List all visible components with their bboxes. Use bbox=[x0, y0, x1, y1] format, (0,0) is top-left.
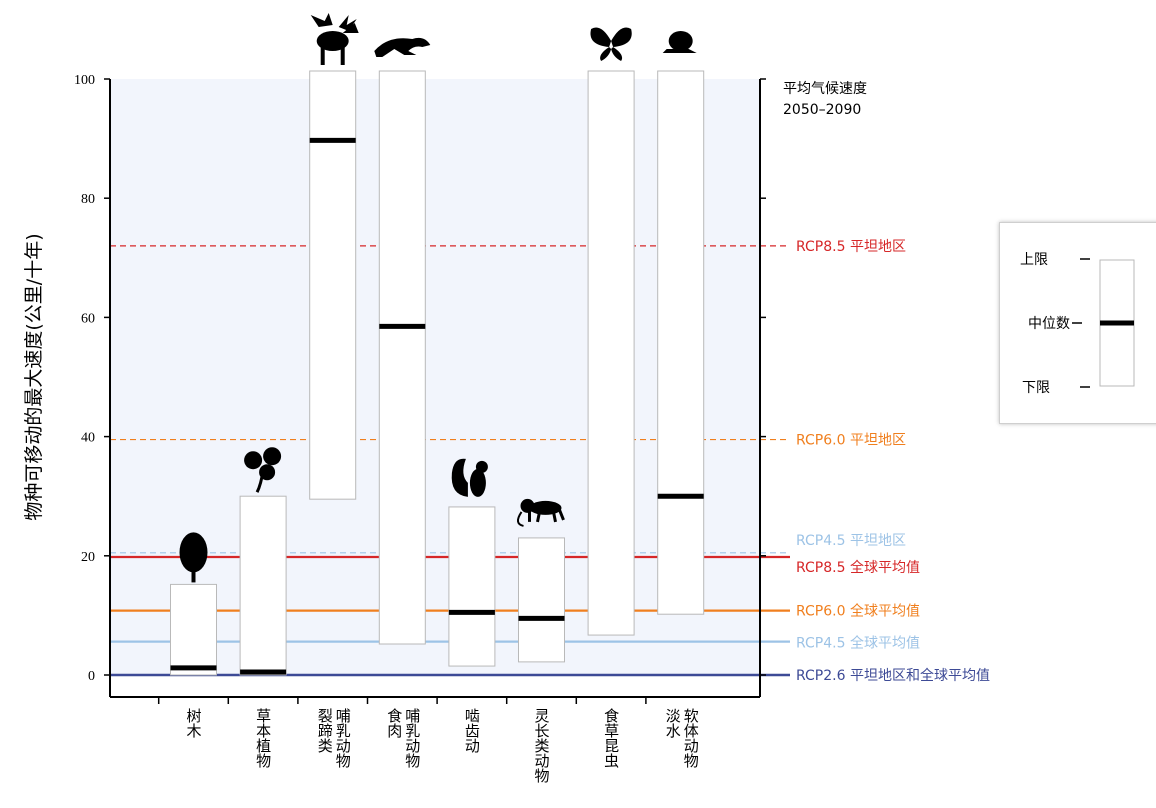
y-tick-label: 60 bbox=[81, 311, 95, 326]
legend-median-label: 中位数 bbox=[1028, 316, 1070, 332]
category-label: 啮齿动 bbox=[463, 708, 481, 754]
reference-line-label: RCP6.0 平坦地区 bbox=[796, 433, 906, 449]
tree-icon bbox=[179, 532, 208, 583]
plant-icon bbox=[244, 447, 282, 493]
reference-line-label: RCP2.6 平坦地区和全球平均值 bbox=[796, 667, 990, 684]
category-label: 裂蹄类 bbox=[316, 708, 334, 753]
cheetah-icon bbox=[374, 37, 431, 57]
right-axis-title: 平均气候速度 bbox=[783, 81, 867, 97]
reference-line-label: RCP6.0 全球平均值 bbox=[796, 603, 920, 620]
butterfly-icon bbox=[590, 27, 632, 61]
y-axis-label: 物种可移动的最大速度(公里/十年) bbox=[23, 233, 45, 520]
legend-lower-label: 下限 bbox=[1022, 380, 1050, 396]
y-tick-label: 100 bbox=[74, 73, 95, 88]
range-box bbox=[309, 70, 357, 500]
y-tick-label: 0 bbox=[88, 669, 95, 684]
category-label: 哺乳动物 bbox=[403, 708, 421, 769]
moose-icon bbox=[310, 13, 359, 65]
category-label: 食草昆虫 bbox=[602, 708, 620, 768]
right-axis-title: 2050–2090 bbox=[783, 102, 861, 118]
category-label: 灵长类动物 bbox=[533, 708, 551, 784]
range-box bbox=[657, 70, 705, 615]
category-label: 树木 bbox=[185, 708, 203, 738]
squirrel-icon bbox=[451, 458, 488, 497]
reference-line-label: RCP8.5 平坦地区 bbox=[796, 239, 906, 255]
category-label: 食肉 bbox=[385, 708, 403, 738]
legend-upper-label: 上限 bbox=[1020, 252, 1048, 268]
y-tick-label: 80 bbox=[81, 192, 95, 207]
y-tick-label: 20 bbox=[81, 550, 95, 565]
range-box bbox=[378, 70, 426, 645]
monkey-icon bbox=[517, 498, 565, 527]
range-box bbox=[448, 506, 496, 667]
range-box bbox=[587, 70, 635, 636]
snail-icon bbox=[662, 31, 697, 53]
category-label: 哺乳动物 bbox=[334, 708, 352, 769]
range-box bbox=[170, 583, 217, 676]
category-label: 淡水 bbox=[664, 708, 682, 738]
reference-line-label: RCP4.5 平坦地区 bbox=[796, 533, 906, 549]
plot-area bbox=[110, 79, 760, 675]
range-box bbox=[518, 537, 565, 663]
legend: 上限 中位数 下限 bbox=[999, 222, 1156, 424]
range-box bbox=[239, 495, 287, 676]
y-tick-label: 40 bbox=[81, 431, 95, 446]
category-label: 草本植物 bbox=[254, 708, 272, 769]
category-label: 软体动物 bbox=[682, 708, 700, 769]
reference-line-label: RCP4.5 全球平均值 bbox=[796, 635, 920, 652]
reference-line-label: RCP8.5 全球平均值 bbox=[796, 559, 920, 576]
